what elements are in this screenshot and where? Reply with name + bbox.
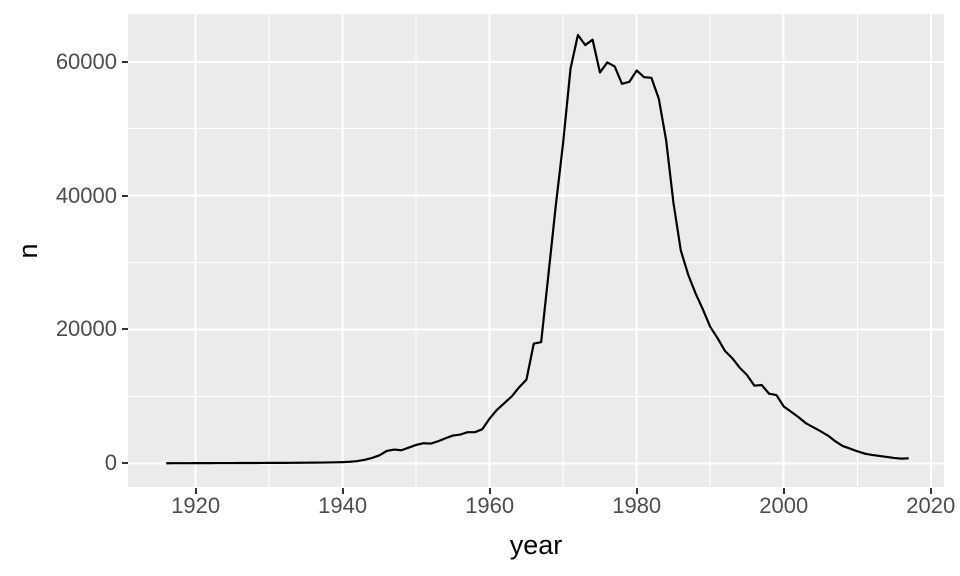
y-tick-mark <box>122 328 128 331</box>
x-tick-mark <box>929 488 932 494</box>
y-tick-label: 0 <box>104 450 117 476</box>
x-tick-mark <box>635 488 638 494</box>
x-tick-mark <box>341 488 344 494</box>
x-axis-title: year <box>509 530 563 560</box>
x-tick-label: 2020 <box>906 493 956 518</box>
y-tick-mark <box>122 60 128 63</box>
y-tick-label: 60000 <box>55 48 117 74</box>
y-tick-label: 40000 <box>55 182 117 208</box>
x-tick-label: 1960 <box>465 493 515 518</box>
x-tick-label: 1940 <box>318 493 368 518</box>
x-tick-label: 2000 <box>759 493 809 518</box>
chart-canvas <box>128 14 944 487</box>
panel-background <box>128 14 944 487</box>
y-tick-mark <box>122 194 128 197</box>
plot-panel <box>128 14 944 487</box>
x-tick-mark <box>488 488 491 494</box>
y-tick-label: 20000 <box>55 316 117 342</box>
data-line <box>166 33 909 465</box>
x-tick-mark <box>194 488 197 494</box>
x-tick-label: 1920 <box>171 493 221 518</box>
y-tick-mark <box>122 462 128 465</box>
x-tick-mark <box>782 488 785 494</box>
x-tick-label: 1980 <box>612 493 662 518</box>
y-axis-title: n <box>13 243 43 259</box>
